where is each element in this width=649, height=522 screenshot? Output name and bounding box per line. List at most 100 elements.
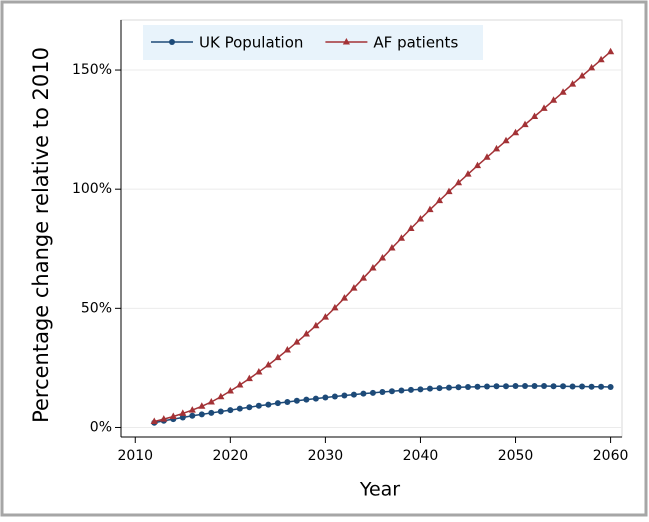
y-tick-label: 0% (90, 419, 112, 435)
marker (550, 383, 557, 390)
marker (559, 88, 567, 95)
marker (342, 38, 351, 45)
x-tick-label: 2010 (117, 448, 153, 464)
marker (359, 274, 368, 281)
marker (189, 412, 196, 419)
marker (264, 361, 272, 368)
marker (208, 409, 215, 416)
legend-label: AF patients (373, 34, 458, 52)
marker (322, 394, 329, 401)
marker (179, 414, 186, 421)
marker (379, 388, 386, 395)
marker (531, 383, 538, 390)
x-axis-label: Year (359, 479, 400, 501)
marker (303, 396, 310, 403)
marker (388, 388, 395, 395)
marker (578, 71, 586, 79)
marker (455, 384, 462, 391)
marker (283, 346, 291, 353)
marker (226, 387, 234, 394)
marker (369, 264, 377, 271)
marker (493, 383, 500, 390)
marker (407, 386, 414, 393)
marker (198, 411, 205, 418)
marker (255, 402, 262, 409)
marker (483, 153, 491, 160)
marker (150, 417, 158, 425)
marker (160, 415, 168, 422)
marker (227, 407, 234, 414)
marker (474, 383, 481, 390)
marker (511, 128, 520, 136)
marker (607, 383, 614, 390)
plot-area (120, 19, 623, 438)
marker (445, 384, 452, 391)
marker (503, 383, 510, 390)
marker (265, 401, 272, 408)
marker (597, 55, 605, 63)
x-tick-label: 2030 (308, 448, 344, 464)
marker (464, 170, 472, 177)
marker (246, 404, 253, 411)
marker (416, 214, 425, 222)
marker (302, 330, 310, 337)
marker (598, 383, 605, 390)
marker (217, 392, 225, 400)
marker (606, 47, 615, 55)
marker (540, 104, 548, 111)
marker (293, 397, 300, 404)
marker (492, 144, 501, 152)
marker (484, 383, 491, 390)
y-tick-label: 150% (72, 62, 112, 78)
marker (321, 313, 329, 320)
marker (369, 389, 376, 396)
x-tick-label: 2050 (498, 448, 534, 464)
marker (569, 383, 576, 390)
marker (541, 383, 548, 390)
marker (169, 412, 177, 420)
marker (350, 284, 358, 291)
x-tick-label: 2060 (593, 448, 629, 464)
marker (312, 321, 320, 329)
marker (255, 367, 263, 375)
marker (435, 196, 444, 204)
marker (521, 120, 529, 128)
marker (407, 224, 415, 231)
marker (522, 383, 529, 390)
marker (398, 387, 405, 394)
marker (274, 353, 282, 361)
marker (331, 393, 338, 400)
marker (350, 391, 357, 398)
x-tick-label: 2020 (213, 448, 249, 464)
legend-box (143, 25, 483, 60)
marker (169, 39, 175, 45)
marker (587, 63, 596, 71)
marker (560, 383, 567, 390)
marker (360, 390, 367, 397)
marker (378, 254, 387, 261)
marker (426, 385, 433, 392)
marker (530, 112, 539, 120)
legend-label: UK Population (199, 34, 303, 52)
marker (274, 400, 281, 407)
marker (312, 395, 319, 402)
marker (198, 402, 206, 409)
marker (436, 385, 443, 392)
marker (341, 392, 348, 399)
marker (579, 383, 586, 390)
marker (473, 161, 482, 169)
marker (331, 303, 339, 311)
marker (207, 397, 215, 405)
marker (397, 234, 406, 241)
x-tick-label: 2040 (403, 448, 439, 464)
marker (236, 405, 243, 412)
marker (236, 381, 244, 388)
marker (293, 338, 301, 345)
marker (188, 406, 196, 413)
marker (245, 374, 253, 382)
marker (549, 96, 558, 103)
marker (284, 398, 291, 405)
marker (512, 383, 519, 390)
